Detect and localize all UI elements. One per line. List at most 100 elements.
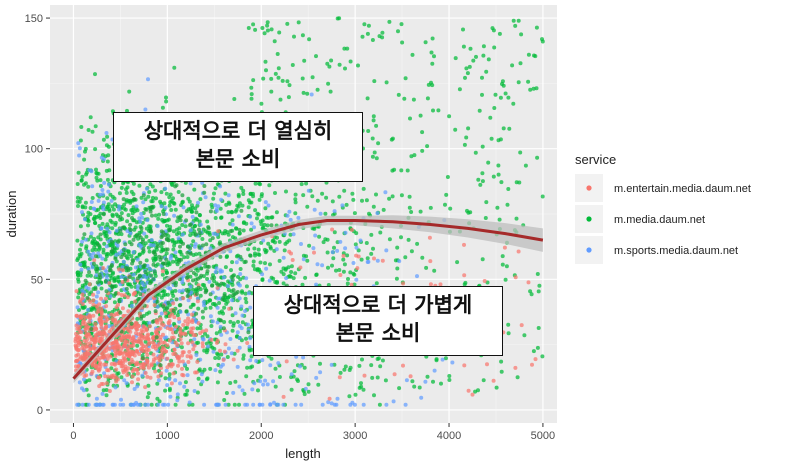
scatter-point-media	[134, 233, 139, 238]
scatter-point-media	[480, 171, 485, 176]
scatter-point-media	[150, 213, 154, 218]
scatter-point-media	[321, 240, 326, 245]
scatter-point-media	[361, 186, 366, 191]
scatter-point-media	[288, 232, 293, 237]
scatter-point-sports	[383, 190, 388, 195]
scatter-point-entertain	[163, 311, 168, 316]
scatter-point-media	[161, 304, 166, 309]
scatter-point-media	[249, 96, 254, 101]
scatter-point-media	[141, 247, 146, 252]
scatter-point-media	[207, 232, 212, 237]
scatter-point-media	[540, 354, 545, 359]
scatter-point-entertain	[356, 254, 361, 259]
scatter-point-entertain	[121, 355, 126, 360]
scatter-point-media	[164, 251, 169, 256]
scatter-point-media	[310, 194, 315, 199]
scatter-point-media	[227, 201, 232, 206]
scatter-point-entertain	[125, 326, 130, 331]
scatter-point-entertain	[107, 347, 112, 351]
scatter-point-media	[175, 232, 179, 237]
scatter-point-media	[82, 157, 87, 162]
scatter-point-entertain	[114, 367, 119, 372]
scatter-point-media	[223, 229, 228, 233]
scatter-point-media	[83, 146, 88, 151]
scatter-point-sports	[100, 391, 105, 396]
scatter-point-sports	[274, 247, 279, 252]
scatter-point-media	[341, 257, 346, 262]
scatter-point-entertain	[159, 322, 164, 326]
scatter-point-media	[365, 31, 370, 36]
scatter-point-entertain	[165, 326, 170, 331]
scatter-point-media	[481, 44, 486, 49]
scatter-point-sports	[90, 265, 95, 270]
scatter-point-sports	[97, 402, 102, 407]
scatter-point-media	[222, 398, 227, 402]
scatter-point-sports	[75, 305, 80, 310]
scatter-point-entertain	[187, 349, 192, 354]
scatter-point-media	[79, 125, 84, 129]
scatter-point-media	[104, 393, 109, 398]
scatter-point-media	[515, 375, 520, 380]
scatter-point-sports	[318, 370, 323, 375]
scatter-point-entertain	[216, 229, 221, 234]
scatter-point-media	[463, 75, 467, 80]
scatter-point-sports	[91, 251, 96, 256]
scatter-point-sports	[198, 357, 203, 362]
scatter-point-sports	[94, 300, 99, 305]
scatter-point-media	[384, 80, 389, 85]
scatter-point-media	[307, 243, 312, 248]
scatter-point-sports	[298, 364, 302, 369]
scatter-point-sports	[100, 204, 105, 209]
scatter-point-media	[197, 231, 202, 235]
scatter-point-sports	[88, 253, 93, 257]
scatter-point-media	[169, 208, 174, 212]
scatter-point-sports	[248, 214, 253, 219]
scatter-point-media	[324, 195, 329, 200]
scatter-point-media	[243, 259, 248, 264]
scatter-point-media	[116, 239, 121, 244]
scatter-point-media	[224, 202, 229, 207]
scatter-point-media	[499, 359, 504, 364]
scatter-point-sports	[98, 192, 102, 197]
scatter-point-media	[199, 273, 204, 278]
scatter-point-entertain	[85, 337, 90, 342]
scatter-point-media	[360, 34, 365, 39]
scatter-point-media	[256, 388, 260, 393]
scatter-point-media	[183, 380, 188, 385]
scatter-point-sports	[312, 207, 317, 212]
scatter-point-media	[126, 282, 130, 287]
scatter-point-media	[381, 207, 386, 212]
scatter-point-media	[112, 196, 117, 201]
scatter-point-media	[184, 209, 189, 214]
scatter-point-sports	[172, 213, 177, 218]
scatter-point-entertain	[180, 372, 185, 377]
scatter-point-sports	[138, 264, 143, 269]
scatter-point-media	[400, 40, 405, 45]
scatter-point-media	[467, 64, 472, 69]
scatter-point-media	[104, 289, 109, 294]
scatter-point-media	[424, 265, 429, 270]
scatter-point-media	[204, 350, 209, 355]
scatter-point-sports	[147, 321, 152, 326]
scatter-point-sports	[267, 278, 272, 283]
scatter-point-media	[216, 356, 221, 361]
scatter-point-media	[185, 250, 190, 255]
scatter-point-media	[516, 18, 521, 23]
scatter-point-entertain	[87, 282, 92, 287]
scatter-point-sports	[155, 224, 160, 229]
scatter-point-entertain	[124, 369, 129, 374]
scatter-point-media	[241, 192, 246, 196]
scatter-point-entertain	[223, 342, 228, 347]
scatter-point-entertain	[74, 353, 79, 358]
scatter-point-entertain	[438, 282, 443, 287]
scatter-point-media	[528, 289, 533, 294]
scatter-point-media	[462, 142, 467, 147]
scatter-point-entertain	[93, 336, 98, 341]
scatter-point-media	[249, 92, 254, 97]
scatter-point-entertain	[93, 339, 98, 344]
scatter-point-media	[157, 399, 162, 404]
scatter-point-sports	[76, 402, 81, 407]
scatter-point-media	[371, 118, 376, 123]
scatter-point-media	[130, 216, 134, 220]
scatter-point-media	[106, 153, 111, 158]
